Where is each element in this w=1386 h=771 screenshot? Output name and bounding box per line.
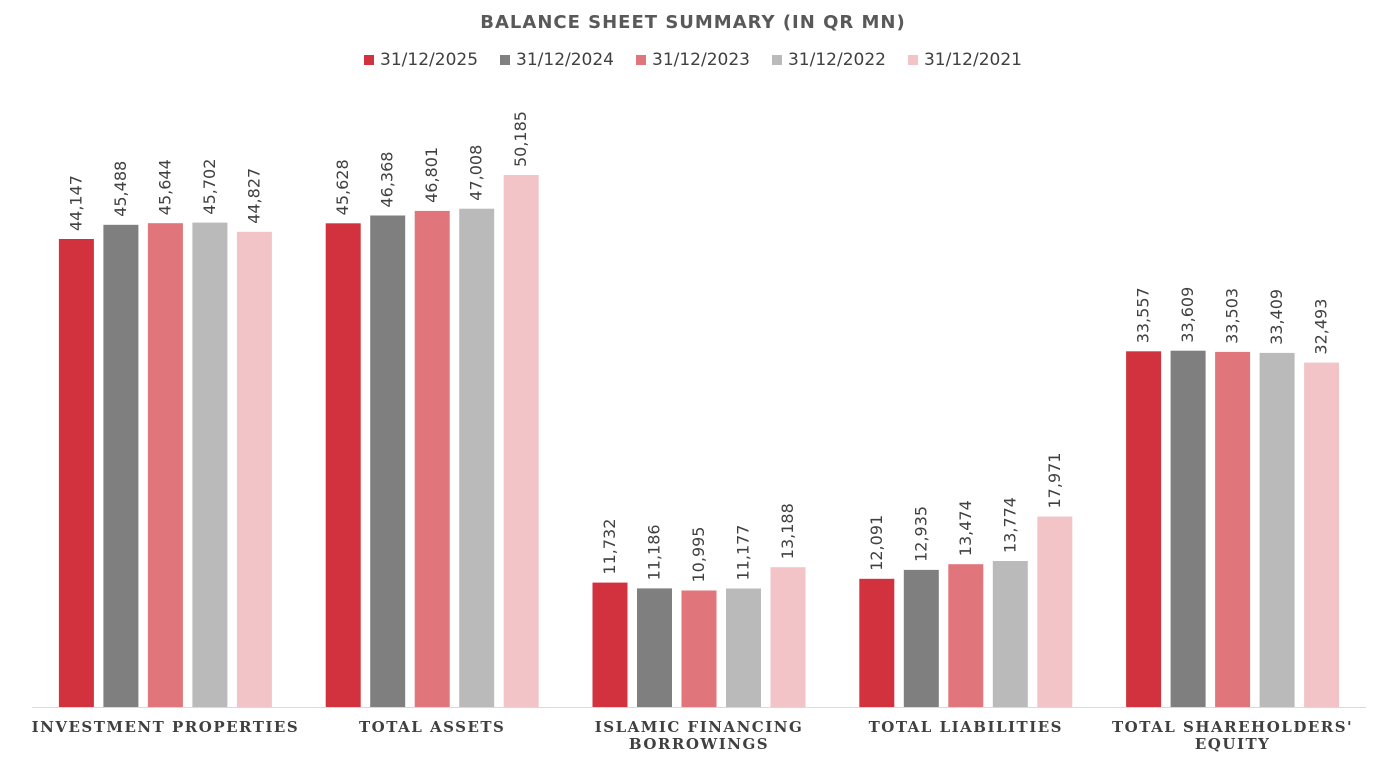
legend-swatch [500,55,511,65]
bar [726,588,761,707]
bar [637,588,672,707]
bar [1259,352,1295,707]
bar [459,208,495,707]
bar [681,590,717,707]
bar [859,578,895,707]
data-label: 44,827 [244,168,263,224]
bar [992,561,1028,707]
category-label: TOTAL ASSETS [359,718,505,736]
data-label: 50,185 [511,111,530,167]
legend-label: 31/12/2021 [923,50,1022,70]
data-label: 11,732 [600,519,619,575]
data-label: 33,503 [1223,288,1242,344]
legend-item: 31/12/2021 [907,50,1022,70]
data-label: 45,644 [155,159,174,215]
category-label: INVESTMENT PROPERTIES [32,718,300,736]
bar [325,223,361,708]
data-label: 33,609 [1178,287,1197,343]
legend-swatch [907,55,918,65]
bar [903,569,939,707]
data-label: 12,091 [867,515,886,571]
bar [414,210,450,707]
bar [1126,351,1162,707]
data-label: 46,801 [422,147,441,203]
data-label: 44,147 [66,175,85,231]
bar [192,222,228,707]
data-label: 12,935 [911,506,930,562]
bar [236,231,272,708]
bar [1037,516,1073,707]
legend-label: 31/12/2024 [516,50,614,70]
data-label: 32,493 [1312,299,1331,355]
legend-label: 31/12/2022 [787,50,886,70]
data-label: 47,008 [467,145,486,201]
legend-item: 31/12/2024 [500,50,614,70]
legend-label: 31/12/2025 [380,50,479,70]
data-label: 45,628 [333,159,352,215]
bar [58,239,94,707]
bar [770,567,806,707]
category-label: EQUITY [1195,735,1270,753]
bar [147,223,183,707]
legend-swatch [636,55,646,65]
data-label: 13,188 [778,503,797,559]
category-label: BORROWINGS [629,735,769,753]
data-label: 13,474 [956,500,975,556]
category-label: TOTAL LIABILITIES [869,718,1063,736]
data-label: 11,177 [734,525,753,581]
bar [592,582,628,707]
data-label: 33,409 [1267,289,1286,345]
bar [1215,351,1251,707]
data-label: 45,702 [200,159,219,215]
legend: 31/12/2025 31/12/2024 31/12/2023 31/12/2022… [0,50,1386,70]
data-label: 10,995 [689,527,708,583]
bar [1304,362,1340,707]
legend-item: 31/12/2023 [636,50,750,70]
legend-item: 31/12/2025 [364,50,478,70]
chart-title: BALANCE SHEET SUMMARY (IN QR MN) [480,12,906,33]
category-label: ISLAMIC FINANCING [595,718,804,736]
data-label: 13,774 [1000,497,1019,553]
legend-label: 31/12/2023 [652,50,750,70]
bar [370,215,406,707]
bar [948,564,984,707]
category-label: TOTAL SHAREHOLDERS' [1112,718,1353,736]
legend-swatch [771,55,782,65]
data-label: 46,368 [378,152,397,208]
data-label: 45,488 [111,161,130,217]
data-label: 11,186 [645,524,664,580]
bar [103,224,139,708]
data-label: 33,557 [1134,287,1153,343]
legend-item: 31/12/2022 [771,50,886,70]
legend-swatch [364,55,375,65]
bar [1170,350,1206,707]
data-label: 17,971 [1045,453,1064,509]
bar [503,175,539,707]
